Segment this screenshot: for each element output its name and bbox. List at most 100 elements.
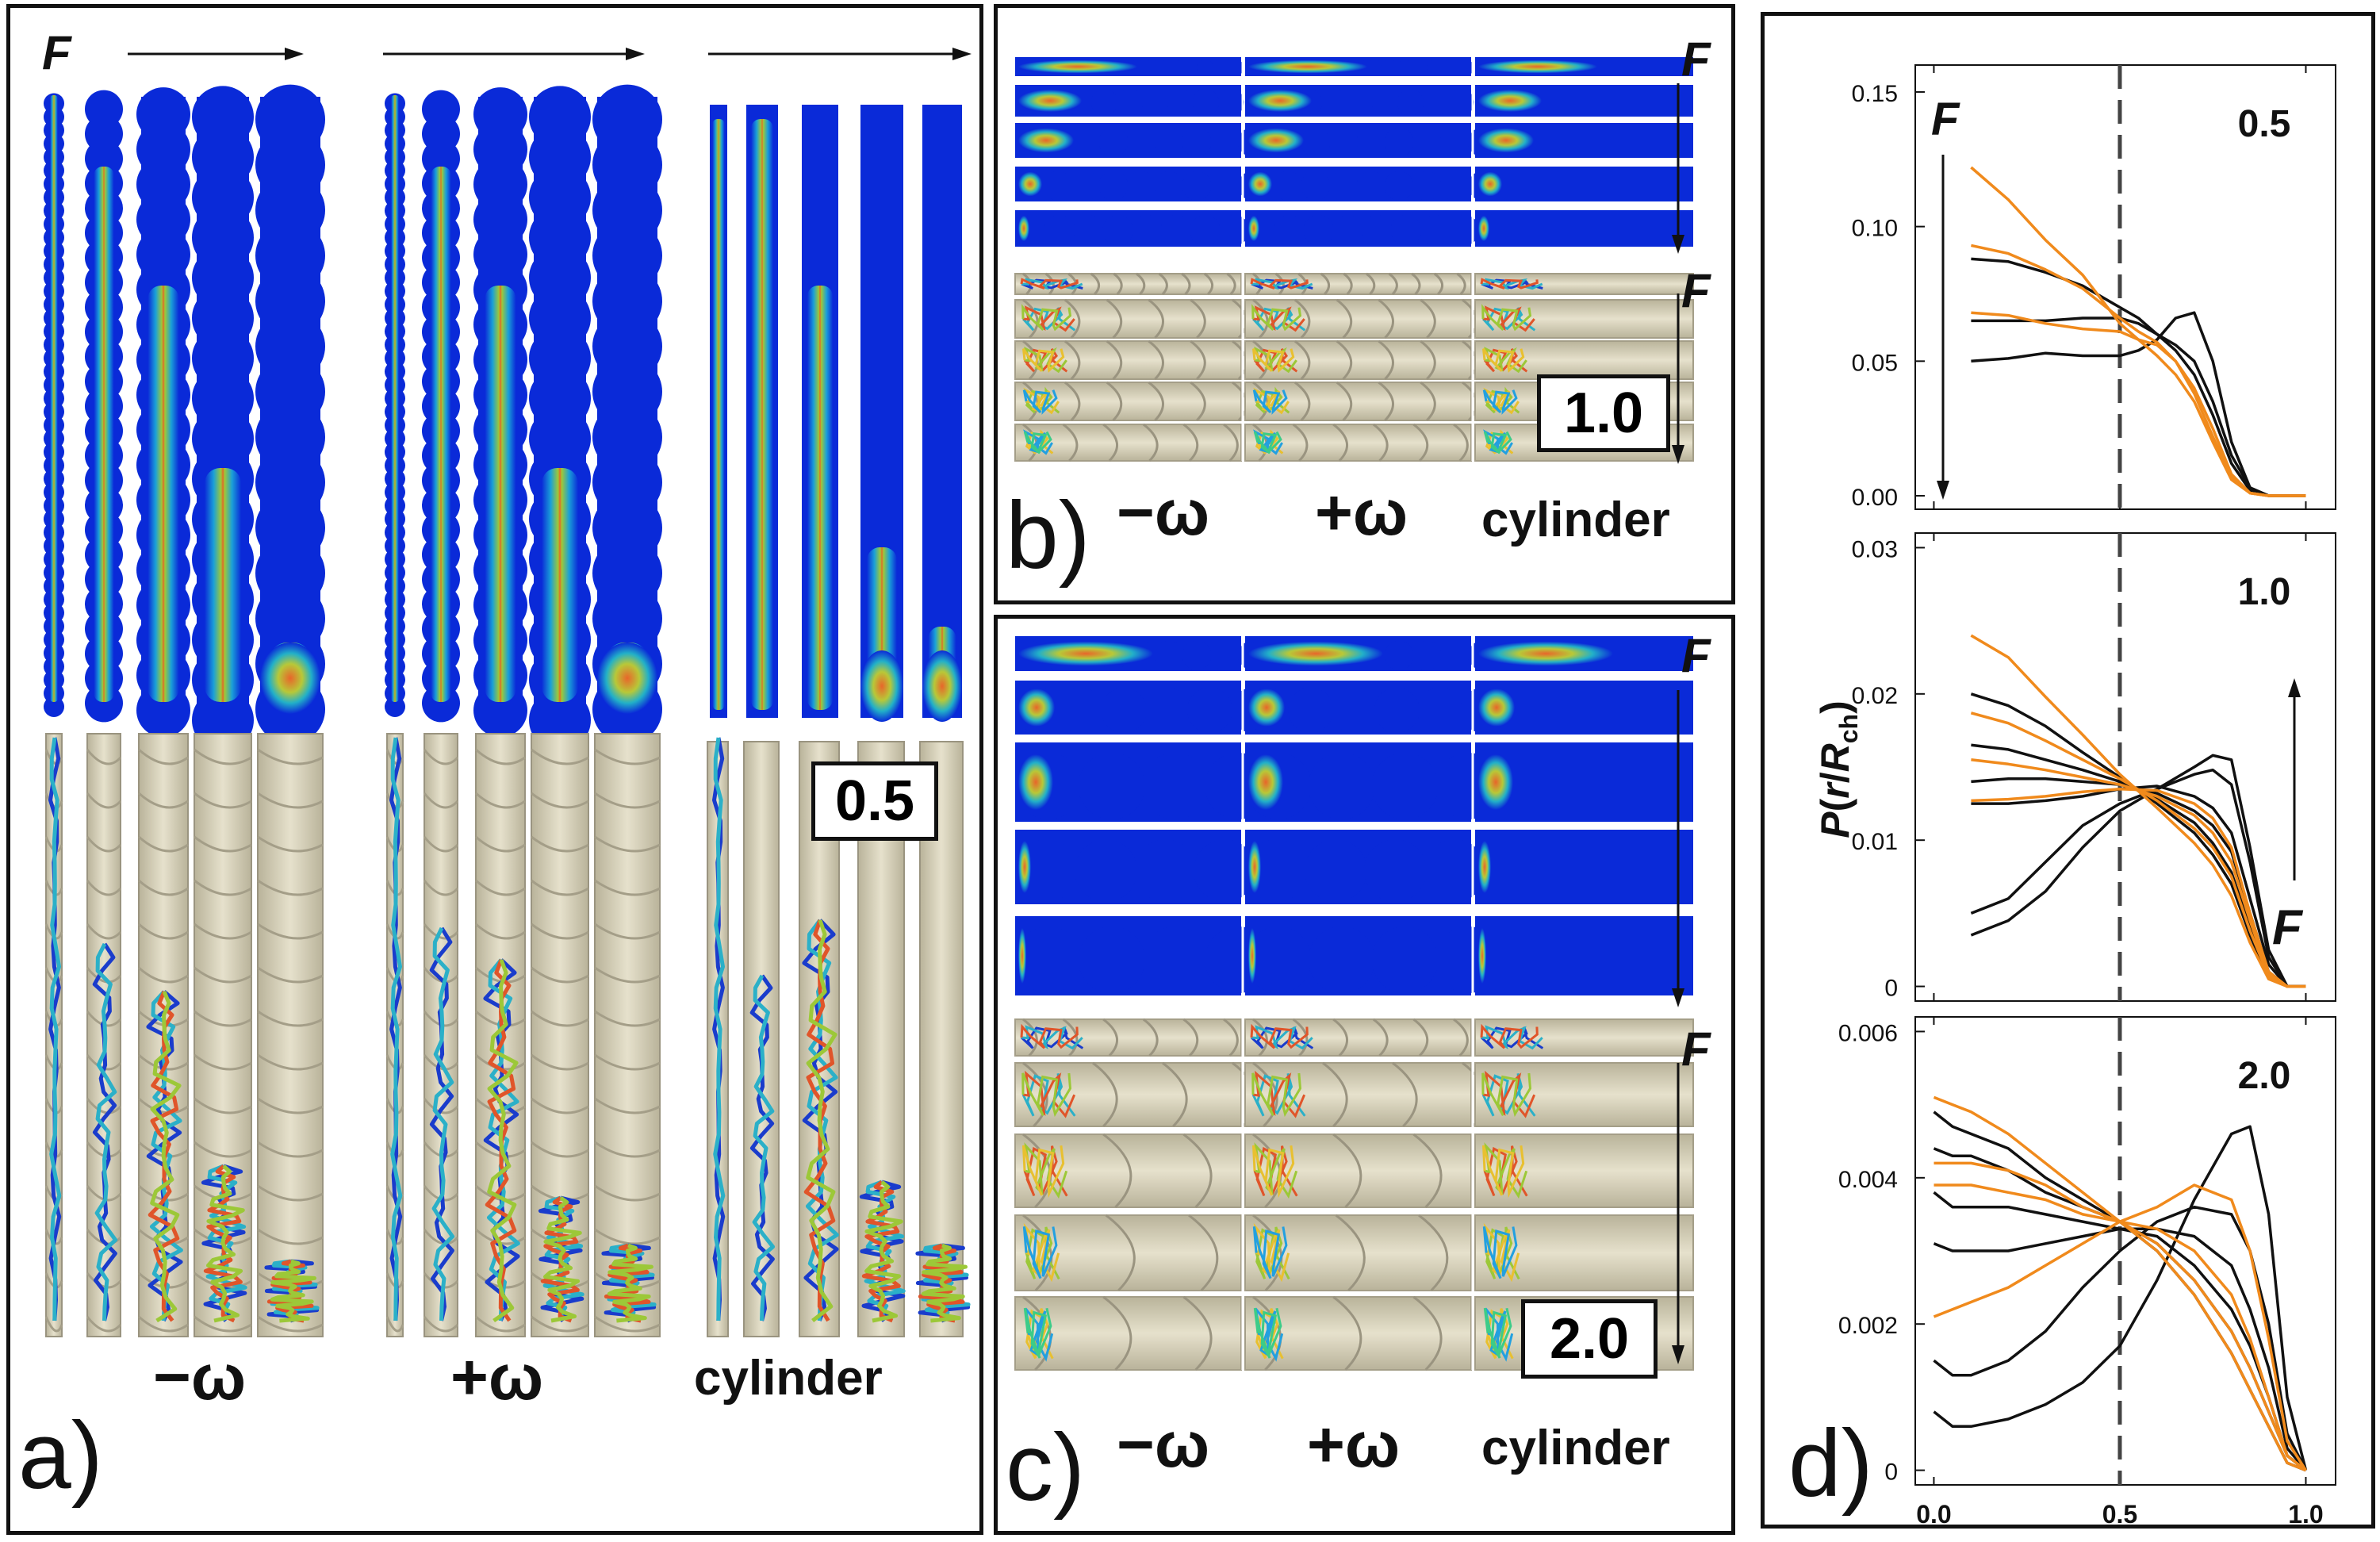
polymer-strand bbox=[1252, 347, 1295, 373]
panel-a-polymer-1-0-strand-1 bbox=[390, 737, 403, 1321]
panel-b-heat-2-1 bbox=[1245, 123, 1497, 158]
chart-2-series-orange-3 bbox=[1934, 1161, 2307, 1471]
tube-row bbox=[1474, 340, 1694, 380]
heat-lobe bbox=[1371, 89, 1399, 116]
panel-a-heatmap-2-0 bbox=[710, 105, 727, 718]
tube-twist bbox=[1366, 272, 1376, 296]
panel-a-polymer-2-0-strand-0 bbox=[712, 737, 726, 1321]
tube-twist bbox=[257, 1228, 324, 1245]
tube-twist bbox=[1182, 1018, 1199, 1057]
tube-row bbox=[1244, 1018, 1472, 1057]
panel-a-tube-1-0 bbox=[385, 733, 404, 1337]
tube-twist bbox=[423, 880, 459, 896]
ylabel-slash: / bbox=[1813, 772, 1857, 784]
heat-lobe bbox=[1102, 214, 1133, 246]
panel-b-tube-2-1 bbox=[1244, 339, 1478, 381]
heat-lobe bbox=[1384, 640, 1414, 670]
chart-1-series-black-3 bbox=[1971, 784, 2306, 988]
heat-lobe bbox=[1071, 127, 1101, 157]
panel-a-col-cylinder: cylinder bbox=[694, 1351, 883, 1406]
tube-twist bbox=[1252, 381, 1269, 422]
tube-twist bbox=[1332, 423, 1348, 462]
chart-1-frame bbox=[1914, 532, 2336, 1002]
channel-body bbox=[597, 97, 657, 710]
tube-twist bbox=[194, 835, 252, 853]
heat-blob bbox=[1248, 171, 1272, 197]
tube-twist bbox=[1343, 272, 1353, 296]
polymer-strand bbox=[1021, 304, 1072, 332]
tube-twist bbox=[531, 1053, 589, 1071]
chart-0-series-orange-3 bbox=[1970, 166, 2306, 497]
tube-twist bbox=[1252, 1018, 1268, 1057]
panel-a-heatmap-1-3 bbox=[529, 86, 591, 751]
panel-a-polymer-1-4-strand-0 bbox=[601, 1243, 657, 1323]
chart-2-ytick-label-3: 0.006 bbox=[1838, 1020, 1898, 1046]
tube-twist bbox=[1102, 1133, 1133, 1209]
panel-a-heatmap-2-1 bbox=[746, 105, 778, 718]
heat-lobe bbox=[1228, 59, 1244, 76]
tube-twist bbox=[1293, 339, 1311, 381]
tube-twist bbox=[1336, 339, 1353, 381]
panel-a-polymer-1-2-strand-0 bbox=[483, 958, 520, 1321]
heat-lobe bbox=[1417, 687, 1463, 733]
tube-row bbox=[1244, 424, 1472, 462]
heat-lobe bbox=[1301, 171, 1331, 201]
density-blob bbox=[260, 642, 320, 714]
heat-lobe bbox=[1356, 127, 1386, 157]
panel-a-polymer-0-4-strand-0 bbox=[264, 1259, 320, 1323]
panel-b-heat-0-1 bbox=[1245, 57, 1474, 76]
tube-twist bbox=[1332, 1295, 1362, 1371]
panel-a-polymer-0-3-strand-0 bbox=[201, 1164, 247, 1322]
chart-0-title: 0.5 bbox=[2238, 103, 2291, 145]
heat-lobe bbox=[1131, 214, 1163, 246]
tube-row bbox=[1474, 1133, 1694, 1208]
tube-twist bbox=[594, 1184, 661, 1202]
chart-0-ytick-label-1: 0.05 bbox=[1852, 350, 1898, 376]
density-blob bbox=[922, 650, 962, 722]
tube-twist bbox=[86, 923, 122, 940]
polymer-strand bbox=[1022, 1145, 1065, 1199]
tube-twist bbox=[1322, 1061, 1348, 1128]
heat-lobe bbox=[1044, 214, 1075, 246]
polymer-strand bbox=[1023, 431, 1052, 455]
density-core bbox=[712, 119, 725, 710]
tube-twist bbox=[86, 1316, 122, 1333]
tube-twist bbox=[1182, 423, 1199, 462]
tube-twist bbox=[1332, 1018, 1348, 1057]
heat-blob bbox=[1478, 59, 1597, 74]
heat-lobe bbox=[1058, 687, 1104, 733]
tube-twist bbox=[257, 1097, 324, 1114]
polymer-strand bbox=[1480, 278, 1539, 290]
panel-a-polymer-1-1-strand-1 bbox=[431, 926, 455, 1321]
density-core bbox=[50, 95, 58, 702]
heat-lobe bbox=[1209, 171, 1240, 201]
heat-lobe bbox=[1332, 214, 1363, 246]
heat-lobe bbox=[1136, 59, 1153, 76]
panel-a-polymer-0-4-strand-3 bbox=[270, 1259, 316, 1323]
chart-0-frame bbox=[1914, 64, 2336, 510]
heat-blob bbox=[1248, 754, 1283, 810]
panel-a-polymer-2-3-strand-0 bbox=[859, 1180, 906, 1322]
heat-lobe bbox=[1397, 59, 1413, 76]
tube-twist bbox=[1158, 272, 1168, 296]
heat-lobe bbox=[1356, 171, 1386, 201]
heat-lobe bbox=[1182, 640, 1212, 670]
heat-lobe bbox=[1194, 839, 1256, 903]
polymer-strand bbox=[1022, 1226, 1058, 1279]
panel-a-polymer-1-3-strand-3 bbox=[543, 1195, 582, 1323]
tube-twist bbox=[257, 1141, 324, 1158]
heat-lobe bbox=[1328, 171, 1359, 201]
tube-row bbox=[1244, 1062, 1472, 1127]
tube-twist bbox=[194, 1097, 252, 1114]
heat-lobe bbox=[1447, 89, 1474, 116]
panel-a-tube-0-0 bbox=[44, 733, 63, 1337]
tube-twist bbox=[138, 835, 189, 853]
tube-twist bbox=[594, 923, 661, 940]
tube-twist bbox=[531, 1097, 589, 1114]
chart-1-title: 1.0 bbox=[2238, 571, 2291, 613]
panel-c-heat-3-1 bbox=[1245, 830, 1486, 904]
chart-2-ytick-label-1: 0.002 bbox=[1838, 1313, 1898, 1339]
panel-a-polymer-0-0-strand-0 bbox=[48, 737, 62, 1321]
tube-twist bbox=[1142, 423, 1159, 462]
panel-a-polymer-2-4-strand-3 bbox=[921, 1243, 968, 1323]
